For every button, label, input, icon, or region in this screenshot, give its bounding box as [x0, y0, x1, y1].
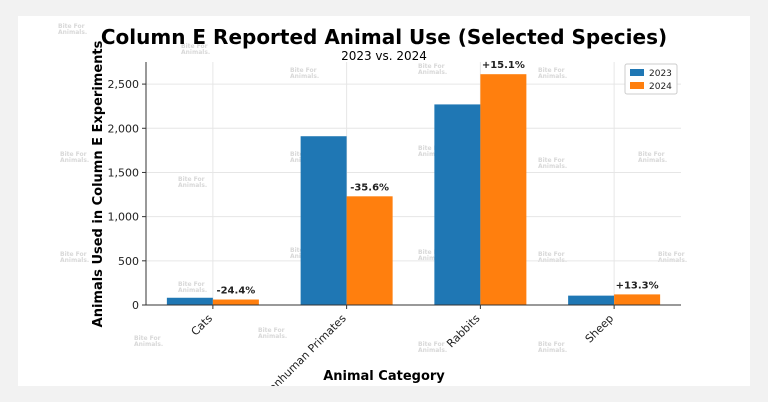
watermark-logo: Bite For [134, 335, 161, 342]
watermark-logo: Bite For [178, 281, 205, 288]
chart-subtitle: 2023 vs. 2024 [341, 49, 427, 63]
watermark-logo: Animals. [290, 73, 319, 80]
bars-layer [166, 74, 661, 305]
chart-card: Bite For Animals. Bite For Animals. Bite For… [18, 16, 750, 386]
watermark-logo: Animals. [538, 347, 567, 354]
gridlines [146, 62, 681, 306]
watermark-logo: Bite For [290, 67, 317, 74]
watermark-logo: Bite For [258, 327, 285, 334]
watermark-logo: Animals. [58, 29, 87, 36]
watermark-logo: Bite For [538, 341, 565, 348]
x-tick-label: Cats [189, 312, 216, 339]
watermark-logo: Bite For [418, 63, 445, 70]
bar [480, 74, 527, 305]
watermark-logo: Bite For [418, 249, 445, 256]
x-tick-label: Sheep [583, 312, 617, 346]
watermark-logo: Bite For [638, 151, 665, 158]
watermark-logo: Bite For [658, 251, 685, 258]
data-label: +15.1% [482, 60, 525, 71]
y-tick-label: 0 [132, 299, 139, 312]
watermark-logo: Animals. [538, 163, 567, 170]
watermark-logo: Animals. [134, 341, 163, 348]
watermark-logo: Bite For [418, 341, 445, 348]
bar [166, 297, 213, 305]
watermark-logo: Animals. [60, 257, 89, 264]
bar [346, 196, 393, 305]
y-tick-label: 2,500 [108, 78, 140, 91]
bar [300, 136, 347, 305]
y-axis-label: Animals Used in Column E Experiments [91, 40, 106, 327]
data-label: -24.4% [216, 286, 255, 297]
legend-swatch [630, 82, 644, 89]
legend-label: 2023 [649, 69, 672, 79]
bar [212, 299, 259, 305]
legend-label: 2024 [649, 82, 672, 92]
watermark-logo: Animals. [181, 49, 210, 56]
watermark-logo: Animals. [60, 157, 89, 164]
x-axis-label: Animal Category [323, 369, 445, 384]
watermark-logo: Bite For [58, 23, 85, 30]
watermark-logo: Animals. [258, 333, 287, 340]
watermark-logo: Animals. [418, 69, 447, 76]
watermark-logo: Bite For [538, 251, 565, 258]
watermark-logo: Bite For [538, 157, 565, 164]
watermark-logo: Bite For [60, 151, 87, 158]
watermark-logo: Bite For [538, 67, 565, 74]
watermark-logo: Bite For [178, 176, 205, 183]
axes-layer [145, 62, 681, 306]
legend-swatch [630, 69, 644, 76]
y-tick-label: 500 [118, 255, 139, 268]
y-tick-label: 1,000 [108, 211, 140, 224]
watermark-logo: Animals. [178, 182, 207, 189]
legend: 2023 2024 [624, 63, 678, 95]
data-label: +13.3% [616, 280, 659, 291]
chart-title: Column E Reported Animal Use (Selected S… [101, 25, 667, 49]
x-tick-label: Rabbits [444, 312, 483, 351]
watermark-logo: Animals. [638, 157, 667, 164]
watermark-logo: Bite For [60, 251, 87, 258]
watermark-logo: Animals. [418, 255, 447, 262]
annotation-layer: -24.4% -35.6% +15.1% +13.3% [216, 60, 658, 296]
watermark-logo: Animals. [538, 73, 567, 80]
watermark-logo: Bite For [418, 145, 445, 152]
bar [614, 294, 661, 305]
y-tick-label: 1,500 [108, 166, 140, 179]
bar [568, 295, 615, 305]
watermark-logo: Animals. [418, 347, 447, 354]
watermark-logo: Bite For [181, 43, 208, 50]
data-label: -35.6% [350, 182, 389, 193]
bar [434, 104, 481, 305]
watermark-logo: Animals. [178, 287, 207, 294]
watermark-logo: Animals. [418, 151, 447, 158]
y-tick-label: 2,000 [108, 122, 140, 135]
